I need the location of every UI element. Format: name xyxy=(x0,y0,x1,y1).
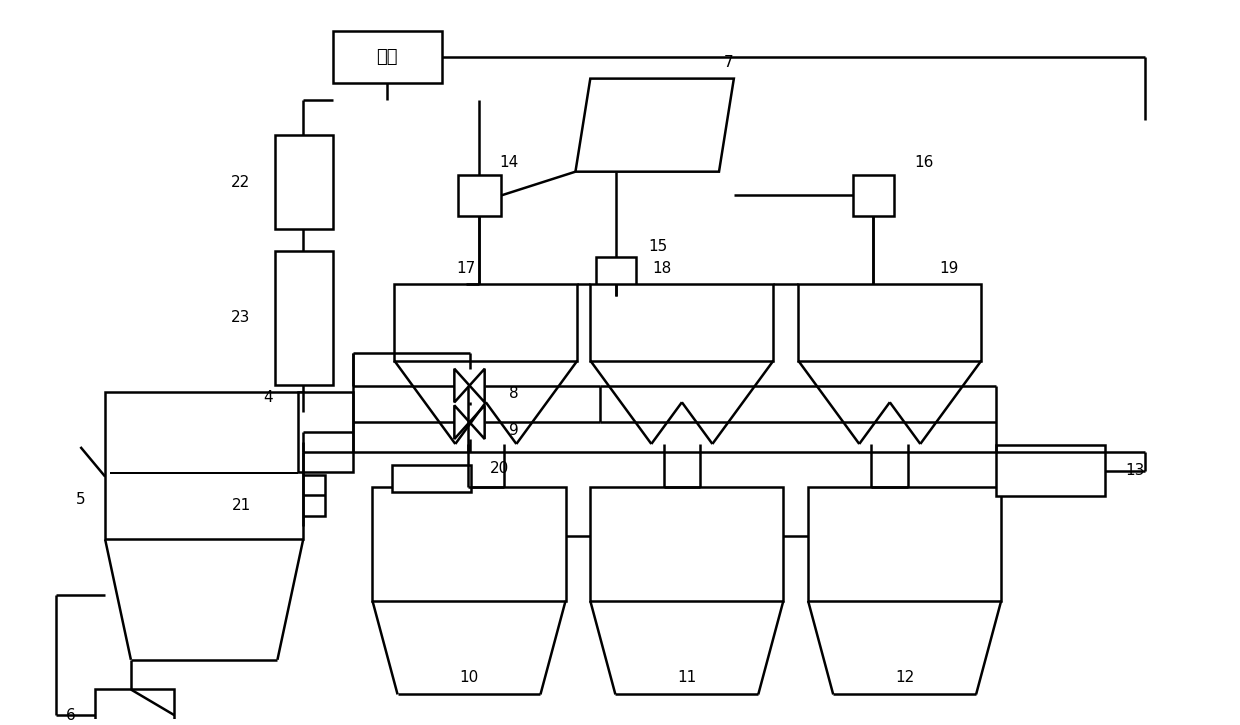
Bar xyxy=(95,689,175,725)
Text: 18: 18 xyxy=(652,261,672,276)
Bar xyxy=(808,486,1001,601)
Text: 5: 5 xyxy=(76,492,86,507)
Text: 8: 8 xyxy=(510,386,518,401)
Bar xyxy=(281,475,325,516)
Bar xyxy=(394,283,578,360)
Text: 原煤: 原煤 xyxy=(377,48,398,66)
Text: 19: 19 xyxy=(940,261,959,276)
Text: 13: 13 xyxy=(1125,463,1145,479)
Bar xyxy=(853,175,894,216)
Text: 6: 6 xyxy=(66,708,76,723)
Bar xyxy=(275,135,332,229)
Text: 15: 15 xyxy=(649,239,667,254)
Bar xyxy=(299,392,352,472)
Bar xyxy=(372,486,565,601)
Text: 7: 7 xyxy=(724,55,734,70)
Text: 11: 11 xyxy=(677,671,697,685)
Bar xyxy=(332,31,441,83)
Bar xyxy=(458,175,501,216)
Text: 17: 17 xyxy=(456,261,476,276)
Bar xyxy=(799,283,981,360)
Text: 22: 22 xyxy=(231,175,250,189)
Text: 21: 21 xyxy=(232,498,252,513)
Text: 20: 20 xyxy=(490,461,508,476)
Text: 23: 23 xyxy=(231,310,250,326)
Bar xyxy=(590,486,784,601)
Text: 10: 10 xyxy=(459,671,479,685)
Bar xyxy=(590,283,774,360)
Text: 14: 14 xyxy=(500,155,518,170)
Bar xyxy=(275,251,332,384)
Bar xyxy=(392,465,471,492)
Bar xyxy=(596,257,636,297)
Bar xyxy=(105,392,303,539)
Bar xyxy=(996,445,1105,497)
Text: 9: 9 xyxy=(510,423,518,438)
Text: 12: 12 xyxy=(895,671,914,685)
Text: 4: 4 xyxy=(264,390,273,405)
Text: 16: 16 xyxy=(914,155,934,170)
